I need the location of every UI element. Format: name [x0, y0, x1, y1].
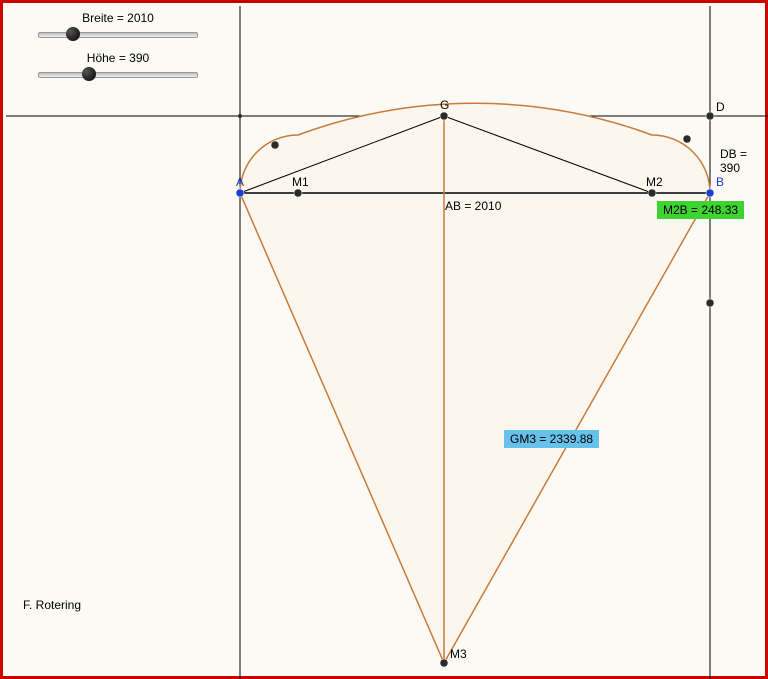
pt-label-g: G	[440, 98, 449, 112]
box-gm3: GM3 = 2339.88	[504, 430, 599, 448]
hoehe-thumb[interactable]	[82, 67, 96, 81]
hoehe-track	[38, 72, 198, 78]
hoehe-label: Höhe = 390	[18, 51, 218, 65]
breite-track	[38, 32, 198, 38]
label-db: DB = 390	[720, 147, 765, 175]
pt-label-m1: M1	[292, 175, 309, 189]
hoehe-slider-group: Höhe = 390	[18, 51, 218, 77]
box-m2b: M2B = 248.33	[657, 201, 744, 219]
breite-label: Breite = 2010	[18, 11, 218, 25]
pt-label-a: A	[236, 175, 244, 189]
breite-slider[interactable]	[38, 27, 198, 37]
geometry-canvas	[3, 3, 768, 679]
author-label: F. Rotering	[23, 598, 81, 612]
pt-label-m2: M2	[646, 175, 663, 189]
pt-label-b: B	[716, 175, 724, 189]
pt-label-d: D	[716, 100, 725, 114]
breite-thumb[interactable]	[66, 27, 80, 41]
hoehe-slider[interactable]	[38, 67, 198, 77]
label-ab: AB = 2010	[445, 199, 501, 213]
breite-slider-group: Breite = 2010	[18, 11, 218, 37]
pt-label-m3: M3	[450, 647, 467, 661]
app-frame: Breite = 2010 Höhe = 390 AB = 2010 DB = …	[0, 0, 768, 679]
